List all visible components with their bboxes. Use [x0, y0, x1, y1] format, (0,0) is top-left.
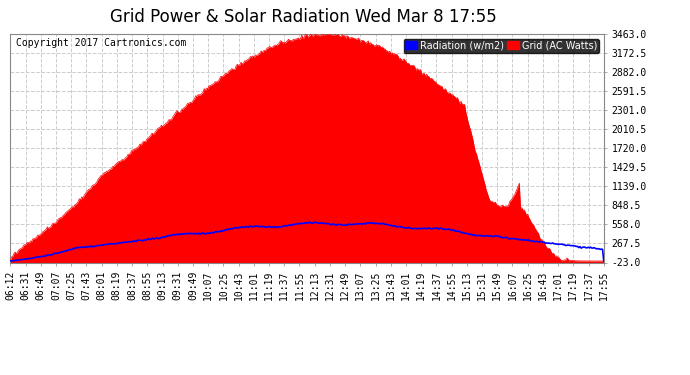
Legend: Radiation (w/m2), Grid (AC Watts): Radiation (w/m2), Grid (AC Watts)	[404, 39, 599, 53]
Text: Grid Power & Solar Radiation Wed Mar 8 17:55: Grid Power & Solar Radiation Wed Mar 8 1…	[110, 8, 497, 26]
Text: Copyright 2017 Cartronics.com: Copyright 2017 Cartronics.com	[17, 38, 187, 48]
